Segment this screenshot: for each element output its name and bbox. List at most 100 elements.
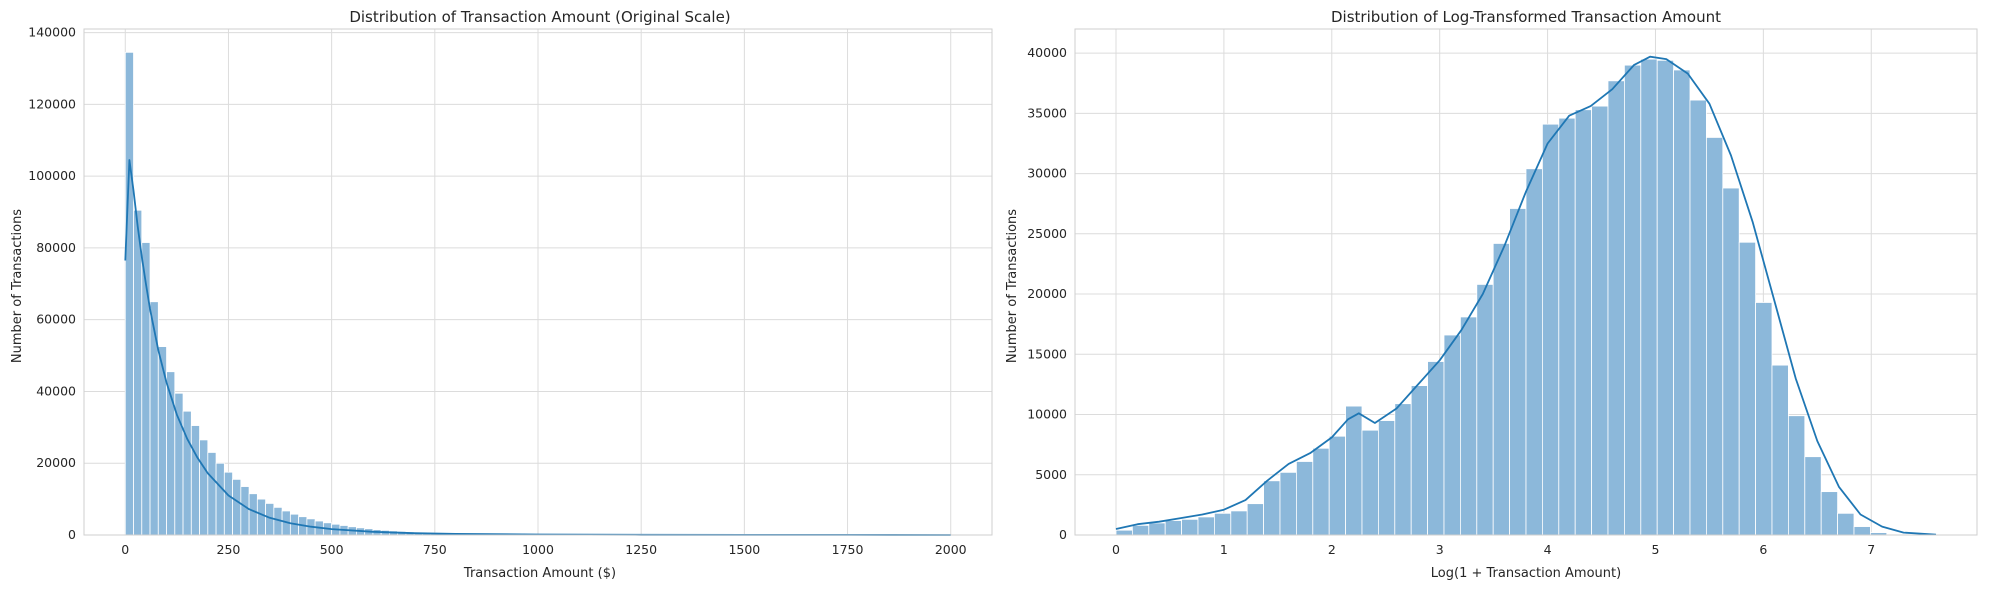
y-tick-label: 10000: [1027, 407, 1067, 422]
x-tick-label: 0: [1112, 542, 1120, 557]
x-tick-label: 5: [1651, 542, 1659, 557]
histogram-bar: [256, 498, 267, 536]
histogram-bar: [1378, 420, 1396, 536]
y-tick-label: 0: [1059, 527, 1067, 542]
histogram-bar: [1755, 302, 1773, 536]
histogram-bar: [1706, 137, 1724, 536]
histogram-bar: [1263, 480, 1281, 536]
x-tick-label: 750: [423, 542, 447, 557]
histogram-bar: [1574, 109, 1592, 536]
histogram-bar: [1197, 516, 1215, 536]
histogram-bar: [1525, 168, 1543, 536]
histogram-bar: [1279, 471, 1297, 536]
x-tick-label: 1750: [832, 542, 864, 557]
histogram-bar: [1427, 361, 1445, 536]
y-tick-label: 5000: [1035, 467, 1067, 482]
chart-title: Distribution of Transaction Amount (Orig…: [349, 8, 730, 26]
histogram-bar: [1476, 284, 1494, 536]
x-tick-label: 0: [121, 542, 129, 557]
histogram-original-scale: Distribution of Transaction Amount (Orig…: [10, 8, 993, 581]
histogram-bar: [1788, 415, 1806, 536]
histogram-log-transformed: Distribution of Log-Transformed Transact…: [1005, 8, 1978, 581]
histogram-bar: [1410, 385, 1428, 536]
histogram-bar: [232, 478, 242, 536]
x-tick-label: 250: [217, 542, 241, 557]
chart-title: Distribution of Log-Transformed Transact…: [1331, 8, 1721, 26]
y-tick-label: 20000: [36, 455, 76, 470]
histogram-bar: [1132, 524, 1150, 536]
x-tick-label: 3: [1436, 542, 1444, 557]
histogram-bar: [1673, 69, 1691, 536]
y-tick-label: 0: [68, 527, 76, 542]
x-tick-label: 500: [320, 542, 344, 557]
histogram-bar: [240, 486, 250, 536]
y-tick-label: 100000: [28, 168, 76, 183]
histogram-bar: [1394, 403, 1412, 536]
x-axis-label: Transaction Amount ($): [463, 566, 616, 581]
y-tick-label: 40000: [1027, 45, 1067, 60]
histogram-bar: [199, 439, 209, 536]
y-tick-label: 60000: [36, 312, 76, 327]
plot-frame: [1074, 28, 1978, 536]
histogram-bar: [1591, 105, 1609, 536]
histogram-bar: [1738, 241, 1756, 536]
y-axis-label: Number of Transactions: [10, 209, 25, 363]
histogram-bar: [190, 425, 200, 536]
histogram-bar: [1148, 522, 1166, 536]
histogram-bar: [1460, 316, 1478, 536]
histogram-bar: [1558, 117, 1576, 536]
plot-area: 0 1 2 3 4 5 6 7 0 5000 10000 15000 20000 25000 30000 35…: [1027, 28, 1978, 557]
histogram-bar: [1296, 461, 1314, 536]
histogram-bar: [1115, 529, 1133, 536]
x-tick-label: 4: [1544, 542, 1552, 557]
histogram-bar: [1164, 520, 1182, 536]
y-tick-label: 25000: [1027, 226, 1067, 241]
x-tick-label: 6: [1759, 542, 1767, 557]
histogram-bar: [1804, 456, 1822, 536]
histogram-bar: [1230, 510, 1248, 536]
y-tick-label: 140000: [28, 25, 76, 40]
histogram-bar: [1509, 208, 1527, 536]
histogram-bar: [1689, 99, 1707, 536]
y-tick-label: 120000: [28, 96, 76, 111]
histogram-bar: [1246, 503, 1264, 536]
y-tick-label: 40000: [36, 383, 76, 398]
histogram-bar: [1656, 59, 1674, 536]
histogram-bar: [124, 51, 134, 536]
histogram-bar: [1771, 364, 1789, 536]
histogram-bar: [1640, 58, 1658, 536]
histogram-bar: [1837, 512, 1855, 536]
histogram-bar: [133, 209, 143, 536]
x-tick-label: 2000: [935, 542, 967, 557]
histogram-bar: [1492, 243, 1510, 536]
kde-line: [124, 159, 951, 536]
y-tick-label: 15000: [1027, 346, 1067, 361]
y-tick-label: 20000: [1027, 286, 1067, 301]
x-tick-label: 2: [1328, 542, 1336, 557]
y-axis-label: Number of Transactions: [1005, 209, 1020, 363]
y-tick-label: 30000: [1027, 166, 1067, 181]
histogram-bar: [1328, 435, 1346, 536]
histogram-bar: [248, 493, 258, 536]
histogram-bar: [1853, 526, 1871, 536]
y-tick-label: 80000: [36, 240, 76, 255]
x-tick-label: 1000: [522, 542, 554, 557]
histogram-bar: [215, 462, 225, 536]
x-tick-label: 1250: [625, 542, 657, 557]
plot-area: 0 250 500 750 1000 1250 1500 1750 20000200004000…: [28, 25, 993, 557]
histogram-bar: [1443, 334, 1461, 536]
histogram-bar: [1345, 405, 1363, 536]
x-axis-label: Log(1 + Transaction Amount): [1431, 566, 1621, 581]
y-tick-label: 35000: [1027, 105, 1067, 120]
histogram-bar: [1722, 187, 1740, 536]
x-tick-label: 1: [1220, 542, 1228, 557]
x-tick-label: 7: [1867, 542, 1875, 557]
histogram-bar: [223, 471, 233, 536]
x-tick-label: 1500: [728, 542, 760, 557]
plot-frame: [83, 28, 993, 536]
kde-line: [1115, 55, 1937, 536]
histogram-bar: [1312, 447, 1330, 536]
histogram-bar: [149, 301, 159, 536]
histogram-bar: [207, 452, 217, 536]
